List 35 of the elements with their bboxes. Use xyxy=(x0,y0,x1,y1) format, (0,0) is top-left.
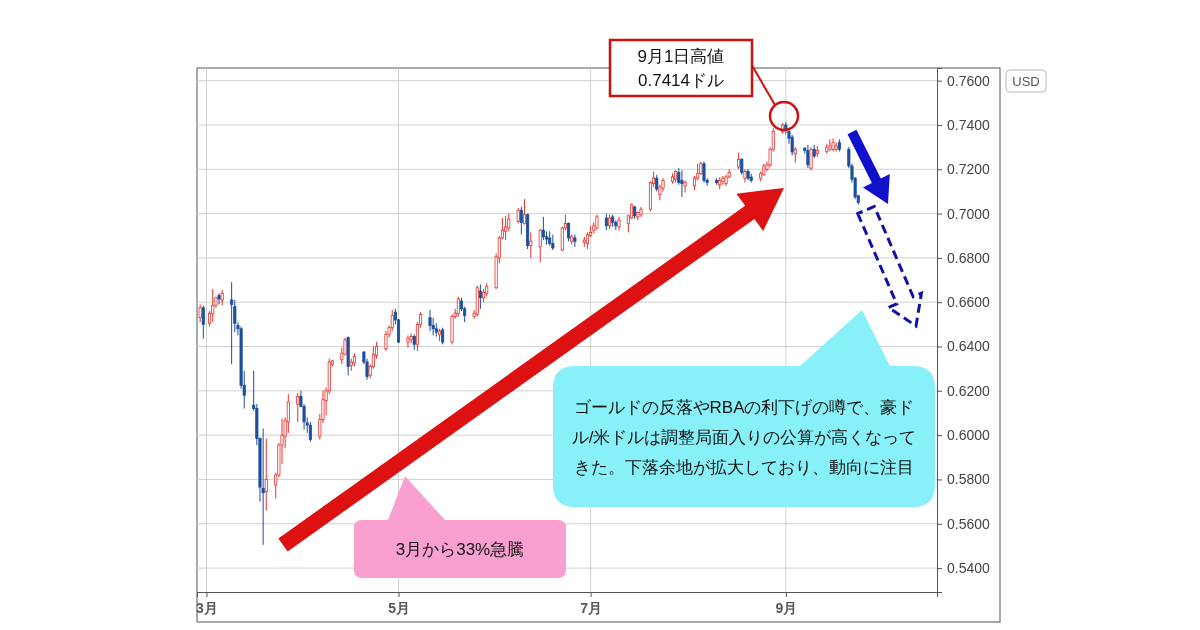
y-tick-label: 0.6600 xyxy=(947,294,991,311)
candlestick xyxy=(541,216,545,241)
candlestick xyxy=(406,334,410,349)
candlestick xyxy=(538,228,542,263)
x-tick-label: 7月 xyxy=(580,599,603,616)
y-tick-label: 0.5400 xyxy=(947,560,991,577)
y-tick-label: 0.5600 xyxy=(947,515,991,532)
y-tick-label: 0.7600 xyxy=(947,72,991,89)
candlestick xyxy=(522,198,527,226)
candlestick xyxy=(478,283,482,310)
annotation: 9月1日高値0.7414ドル xyxy=(637,46,725,90)
candlestick xyxy=(428,309,432,332)
annotation: ゴールドの反落やRBAの利下げの噂で、豪ドル/米ドルは調整局面入りの公算が高くなってきた。下落余地が拡大しており、動向に注目 xyxy=(571,397,917,477)
y-tick-label: 0.5800 xyxy=(947,471,991,488)
candlestick xyxy=(409,332,413,344)
candlestick xyxy=(683,179,687,194)
candlestick xyxy=(230,281,234,365)
candlestick xyxy=(217,292,221,305)
y-tick-label: 0.6800 xyxy=(947,249,991,266)
text: USD xyxy=(1012,73,1040,89)
candlestick xyxy=(790,134,794,156)
y-tick-label: 0.7000 xyxy=(947,205,991,222)
y-tick-label: 0.7400 xyxy=(947,116,991,133)
candlestick xyxy=(567,221,571,242)
candlestick xyxy=(308,421,312,443)
x-tick-label: 5月 xyxy=(388,599,410,616)
y-tick-label: 0.7200 xyxy=(947,161,991,178)
y-tick-label: 0.6000 xyxy=(947,427,991,444)
y-tick-label: 0.6200 xyxy=(947,382,991,399)
candlestick xyxy=(264,437,268,511)
x-tick-label: 9月 xyxy=(775,599,798,616)
annotation: 3月から33%急騰 xyxy=(395,539,525,559)
x-tick-label: 3月 xyxy=(196,599,218,616)
candlestick xyxy=(529,231,533,259)
y-tick-label: 0.6400 xyxy=(947,338,991,355)
